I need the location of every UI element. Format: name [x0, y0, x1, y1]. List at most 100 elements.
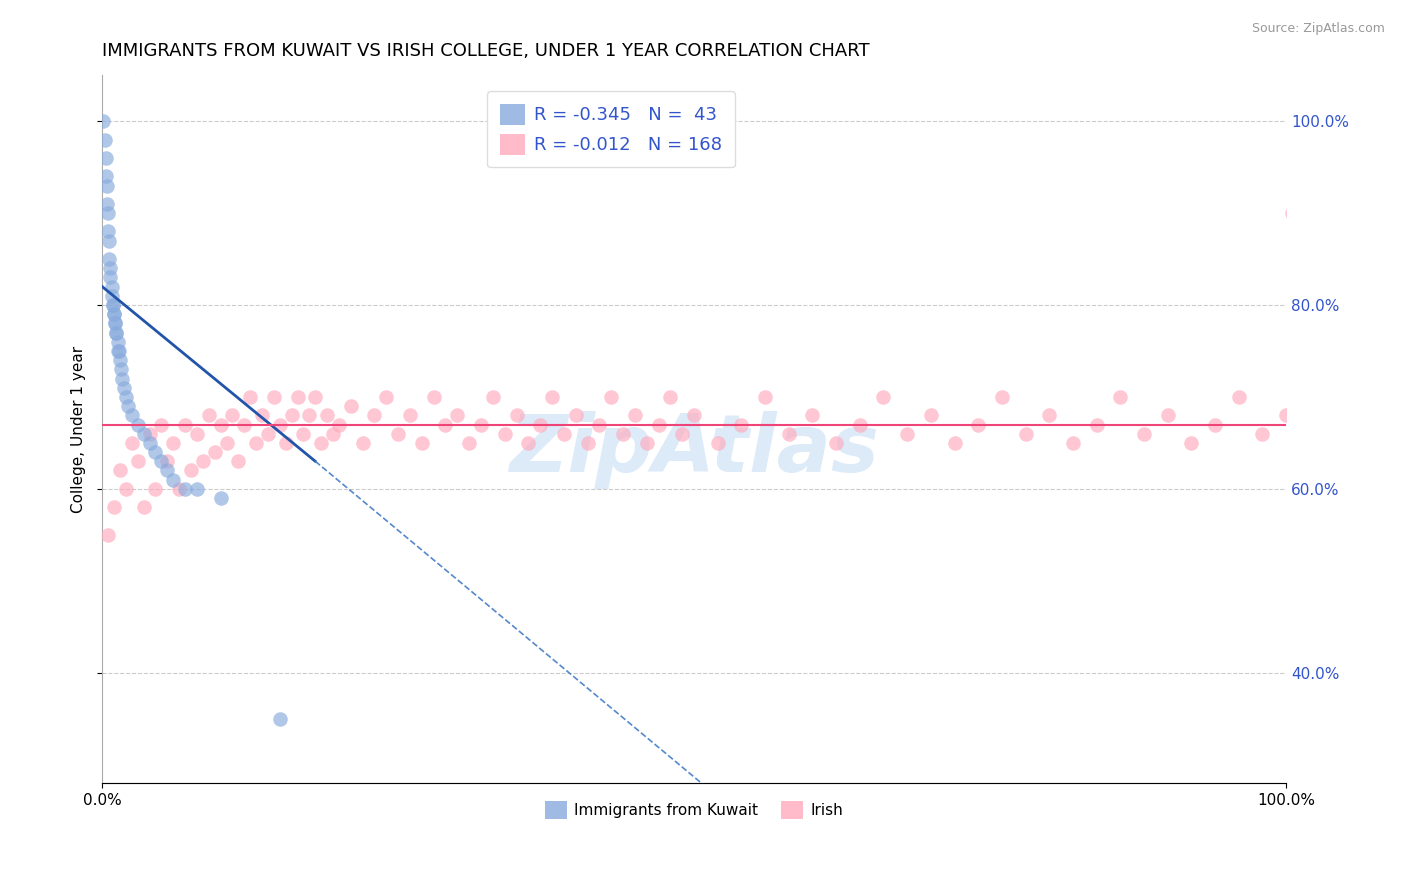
Point [659, 390, 682, 404]
Point [138, 436, 160, 450]
Point [1281, 206, 1303, 220]
Point [671, 426, 693, 441]
Point [191, 454, 214, 468]
Point [1334, 317, 1357, 331]
Point [1062, 436, 1084, 450]
Point [156, 454, 179, 468]
Point [352, 436, 374, 450]
Point [1227, 390, 1250, 404]
Point [576, 436, 599, 450]
Legend: Immigrants from Kuwait, Irish: Immigrants from Kuwait, Irish [538, 795, 849, 825]
Point [105, 326, 128, 340]
Point [458, 436, 481, 450]
Point [564, 409, 586, 423]
Point [103, 500, 125, 515]
Point [801, 409, 824, 423]
Point [115, 390, 138, 404]
Point [233, 417, 256, 432]
Point [162, 436, 184, 450]
Point [612, 426, 634, 441]
Point [121, 436, 143, 450]
Point [470, 417, 492, 432]
Point [156, 463, 179, 477]
Point [112, 381, 135, 395]
Point [269, 417, 291, 432]
Point [209, 491, 232, 505]
Point [127, 454, 149, 468]
Point [239, 390, 262, 404]
Point [97, 206, 120, 220]
Point [340, 399, 363, 413]
Point [1085, 417, 1108, 432]
Point [132, 426, 155, 441]
Point [107, 343, 129, 358]
Point [991, 390, 1014, 404]
Point [422, 390, 444, 404]
Point [1038, 409, 1060, 423]
Point [1275, 409, 1298, 423]
Point [145, 482, 167, 496]
Point [1310, 279, 1333, 293]
Point [104, 317, 127, 331]
Point [1180, 436, 1202, 450]
Point [636, 436, 658, 450]
Point [150, 417, 173, 432]
Point [174, 482, 197, 496]
Point [517, 436, 540, 450]
Text: IMMIGRANTS FROM KUWAIT VS IRISH COLLEGE, UNDER 1 YEAR CORRELATION CHART: IMMIGRANTS FROM KUWAIT VS IRISH COLLEGE,… [103, 42, 870, 60]
Point [309, 436, 332, 450]
Point [98, 252, 121, 266]
Point [138, 426, 160, 441]
Point [287, 390, 309, 404]
Point [730, 417, 752, 432]
Point [215, 436, 238, 450]
Point [274, 436, 297, 450]
Point [108, 463, 131, 477]
Point [97, 225, 120, 239]
Point [872, 390, 894, 404]
Point [849, 417, 872, 432]
Point [482, 390, 505, 404]
Point [292, 426, 315, 441]
Point [167, 482, 190, 496]
Point [316, 409, 339, 423]
Point [108, 353, 131, 368]
Point [100, 261, 122, 276]
Point [121, 409, 143, 423]
Point [269, 712, 291, 726]
Point [541, 390, 564, 404]
Point [588, 417, 610, 432]
Point [411, 436, 433, 450]
Point [778, 426, 800, 441]
Point [245, 436, 267, 450]
Point [197, 409, 219, 423]
Point [101, 298, 124, 312]
Point [825, 436, 848, 450]
Point [186, 482, 208, 496]
Point [100, 270, 122, 285]
Text: ZipAtlas: ZipAtlas [509, 411, 879, 490]
Point [1156, 409, 1178, 423]
Point [387, 426, 409, 441]
Point [132, 500, 155, 515]
Point [98, 234, 121, 248]
Point [127, 417, 149, 432]
Point [754, 390, 776, 404]
Point [103, 307, 125, 321]
Point [1251, 426, 1274, 441]
Point [399, 409, 422, 423]
Point [101, 298, 124, 312]
Point [96, 197, 118, 211]
Point [104, 317, 127, 331]
Point [683, 409, 706, 423]
Point [221, 409, 243, 423]
Point [105, 326, 128, 340]
Point [600, 390, 623, 404]
Point [1298, 243, 1320, 257]
Point [967, 417, 990, 432]
Point [553, 426, 575, 441]
Point [375, 390, 398, 404]
Point [97, 528, 120, 542]
Point [117, 399, 139, 413]
Point [257, 426, 280, 441]
